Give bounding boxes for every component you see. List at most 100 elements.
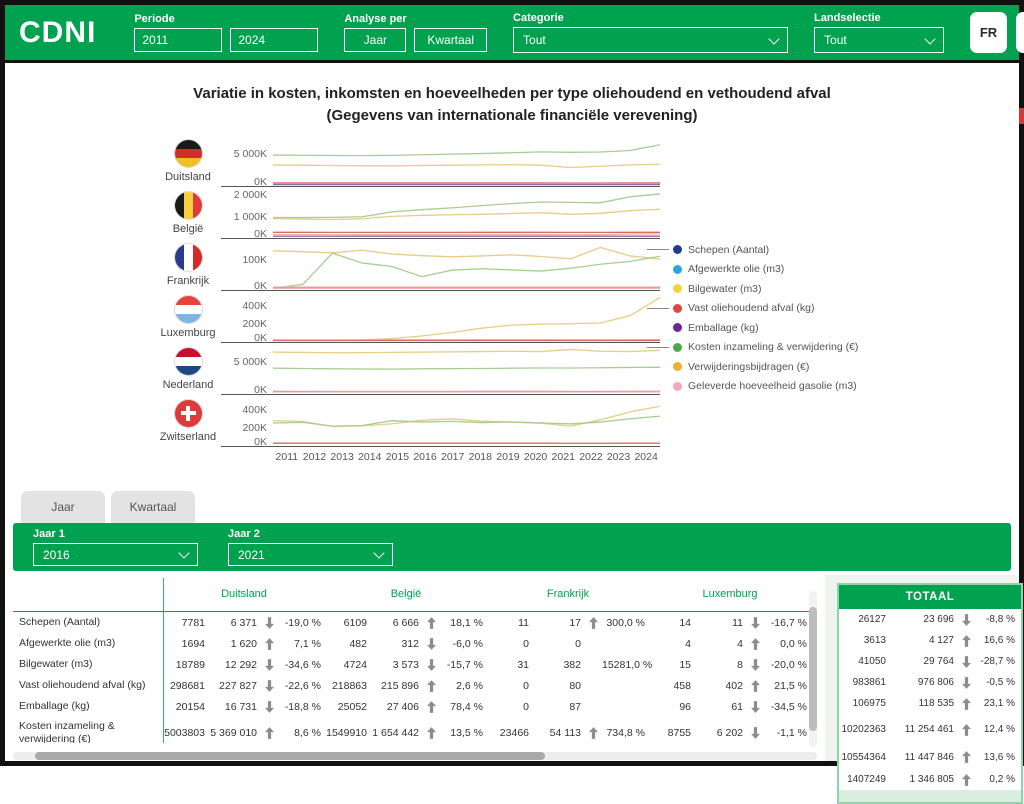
totaal-year1-value: 10554364 xyxy=(841,751,887,763)
totaal-year2-value: 23 696 xyxy=(923,614,954,625)
year2-value: 227 827 xyxy=(219,679,257,692)
app-logo: CDNI xyxy=(19,15,97,49)
legend-leader-line xyxy=(647,307,669,309)
y-tick-label: 0K xyxy=(254,176,267,189)
landselectie-dropdown[interactable]: Tout xyxy=(814,27,945,53)
periode-from-input[interactable] xyxy=(134,28,223,52)
analyse-label: Analyse per xyxy=(344,13,407,25)
vertical-scroll-thumb[interactable] xyxy=(809,607,817,731)
legend-item[interactable]: Kosten inzameling & verwijdering (€) xyxy=(647,338,858,358)
periode-to-input[interactable] xyxy=(230,28,319,52)
line-chart-plot[interactable] xyxy=(273,239,660,290)
legend-leader-line xyxy=(647,346,669,348)
year2-value: 11 xyxy=(732,616,743,629)
year2-value: 3 573 xyxy=(392,658,419,671)
table-vertical-scrollbar[interactable] xyxy=(809,591,817,747)
totaal-year2-value: 4 127 xyxy=(928,635,954,646)
lang-button-fr[interactable]: FR xyxy=(970,12,1008,53)
legend-item[interactable]: Verwijderingsbijdragen (€) xyxy=(673,357,858,377)
totaal-year2-value: 118 535 xyxy=(918,698,954,709)
year2-value: 215 896 xyxy=(381,679,419,692)
year1-value: 8755 xyxy=(667,726,691,739)
totaal-percent-change: 16,6 % xyxy=(983,635,1015,646)
row-label: Vast oliehoudend afval (kg) xyxy=(19,679,146,692)
totaal-row: 26127 23 696 -8,8 % xyxy=(839,609,1021,630)
x-tick-label: 2021 xyxy=(551,451,575,463)
table-row: Kosten inzameling & verwijdering (€) 5003… xyxy=(13,717,817,743)
table-row: Bilgewater (m3) 18789 12 292 -34,6 % 4724 3 5… xyxy=(13,654,817,675)
lang-button-de[interactable]: DE xyxy=(1016,12,1024,53)
fr-flag-icon xyxy=(174,243,202,271)
comparison-band: Jaar 1 2016 Jaar 2 2021 xyxy=(13,523,1011,571)
chevron-down-icon xyxy=(373,547,385,559)
y-tick-label: 0K xyxy=(254,436,267,449)
analyse-kwartaal-button[interactable]: Kwartaal xyxy=(414,28,488,52)
totaal-row: 106975 118 535 23,1 % xyxy=(839,693,1021,714)
percent-change: -18,8 % xyxy=(284,700,321,713)
arrow-up-icon xyxy=(584,726,602,739)
table-country-header: België xyxy=(390,588,422,600)
table-row: Vast oliehoudend afval (kg) 298681 227 827… xyxy=(13,675,817,696)
legend-dot-icon xyxy=(673,245,682,255)
table-country-header: Duitsland xyxy=(221,588,267,600)
percent-change: -34,6 % xyxy=(284,658,321,671)
table-horizontal-scrollbar[interactable] xyxy=(13,752,817,760)
legend-item[interactable]: Schepen (Aantal) xyxy=(647,240,858,260)
percent-change: 2,6 % xyxy=(456,679,483,692)
year1-value: 1694 xyxy=(181,637,205,650)
totaal-row: 3613 4 127 16,6 % xyxy=(839,630,1021,651)
percent-change: 8,6 % xyxy=(294,726,321,739)
categorie-dropdown[interactable]: Tout xyxy=(513,27,789,53)
year2-value: 6 666 xyxy=(392,616,419,629)
legend-item[interactable]: Afgewerkte olie (m3) xyxy=(673,260,858,280)
table-row: Schepen (Aantal) 7781 6 371 -19,0 % 6109 6 66… xyxy=(13,612,817,633)
line-chart-plot[interactable] xyxy=(273,135,660,186)
year2-value: 80 xyxy=(569,679,581,692)
totaal-percent-change: -8,8 % xyxy=(986,614,1015,625)
legend-dot-icon xyxy=(673,264,682,274)
tab-jaar[interactable]: Jaar xyxy=(21,491,105,523)
horizontal-scroll-thumb[interactable] xyxy=(35,752,545,760)
year1-value: 218863 xyxy=(331,679,367,692)
year1-dropdown[interactable]: 2016 xyxy=(33,543,198,566)
year2-label: Jaar 2 xyxy=(228,528,260,540)
percent-change: 13,5 % xyxy=(450,726,483,739)
country-chart-row: België 2 000K 1 000K 0K xyxy=(155,187,660,240)
legend-item[interactable]: Bilgewater (m3) xyxy=(673,279,858,299)
percent-change: 7,1 % xyxy=(294,637,321,650)
chevron-down-icon xyxy=(924,32,936,45)
arrow-down-icon xyxy=(746,616,764,629)
year1-value: 1549910 xyxy=(326,726,367,739)
year1-value: 2016 xyxy=(43,547,70,562)
landselectie-label: Landselectie xyxy=(814,12,881,24)
arrow-down-icon xyxy=(260,679,278,692)
legend-dot-icon xyxy=(673,323,682,333)
line-chart-plot[interactable] xyxy=(273,291,660,342)
percent-change: -16,7 % xyxy=(770,616,807,629)
arrow-down-icon xyxy=(957,613,975,626)
country-flag-cell: Zwitserland xyxy=(155,395,221,447)
analyse-jaar-button[interactable]: Jaar xyxy=(344,28,407,52)
legend-item[interactable]: Emballage (kg) xyxy=(673,318,858,338)
line-chart-plot[interactable] xyxy=(273,187,660,238)
y-tick-label: 0K xyxy=(254,384,267,397)
chart-title-line1: Variatie in kosten, inkomsten en hoeveel… xyxy=(193,85,831,102)
x-tick-label: 2014 xyxy=(358,451,382,463)
legend-item[interactable]: Geleverde hoeveelheid gasolie (m3) xyxy=(673,377,858,397)
comparison-table: Duitsland België Frankrijk Luxemburg Schepe… xyxy=(13,577,817,743)
legend-leader-line xyxy=(647,249,669,251)
year2-value: 54 113 xyxy=(549,726,581,739)
year1-value: 5003803 xyxy=(164,726,205,739)
year2-value: 1 654 442 xyxy=(372,726,419,739)
chart-panels: Duitsland 5 000K 0K België 2 000K 1 000K 0K Fra… xyxy=(155,135,660,449)
legend-item[interactable]: Vast oliehoudend afval (kg) xyxy=(647,299,858,319)
totaal-year1-value: 3613 xyxy=(863,635,886,646)
chart-legend: Schepen (Aantal) Afgewerkte olie (m3) Bilg… xyxy=(647,240,858,397)
legend-label: Verwijderingsbijdragen (€) xyxy=(688,360,810,373)
tab-kwartaal[interactable]: Kwartaal xyxy=(111,491,195,523)
country-name: Frankrijk xyxy=(166,274,210,287)
line-chart-plot[interactable] xyxy=(273,343,660,394)
line-chart-plot[interactable] xyxy=(273,395,660,446)
y-tick-label: 100K xyxy=(242,254,267,266)
year2-dropdown[interactable]: 2021 xyxy=(228,543,393,566)
